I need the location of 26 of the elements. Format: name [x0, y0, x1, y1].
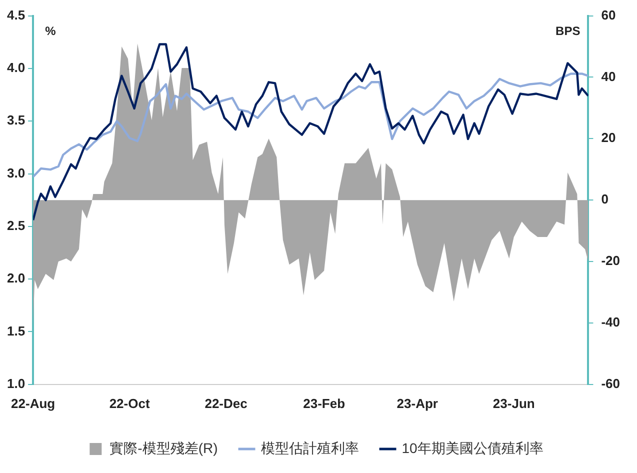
x-tick-label: 23-Apr [396, 396, 438, 411]
y-tick-label: 4.0 [6, 60, 26, 76]
y-axis-title: % [45, 24, 56, 38]
y-tick-label: 1.5 [6, 323, 26, 338]
y2-tick-label: -60 [601, 376, 620, 391]
y-tick-label: 1.0 [6, 376, 26, 391]
x-tick-label: 22-Oct [109, 396, 150, 411]
y-tick-label: 2.5 [6, 218, 26, 234]
legend-label: 10年期美國公債殖利率 [402, 440, 544, 456]
x-tick-label: 22-Dec [204, 396, 248, 411]
x-tick-label: 23-Feb [303, 396, 346, 411]
x-tick-label: 22-Aug [11, 396, 56, 411]
y-tick-label: 2.0 [6, 270, 26, 286]
x-tick-label: 23-Jun [492, 396, 535, 411]
y2-axis-title: BPS [556, 24, 580, 38]
y2-tick-label: 0 [601, 192, 608, 207]
legend-label: 實際-模型殘差(R) [110, 440, 218, 456]
legend-label: 模型估計殖利率 [260, 440, 359, 456]
y-tick-label: 3.0 [6, 165, 26, 180]
y-tick-label: 4.5 [6, 7, 26, 22]
y-tick-label: 3.5 [6, 112, 26, 128]
y2-tick-label: 40 [601, 68, 616, 84]
y2-tick-label: 60 [601, 7, 616, 22]
y2-tick-label: -40 [601, 314, 620, 330]
y2-tick-label: -20 [601, 253, 620, 268]
y2-tick-label: 20 [601, 130, 616, 146]
